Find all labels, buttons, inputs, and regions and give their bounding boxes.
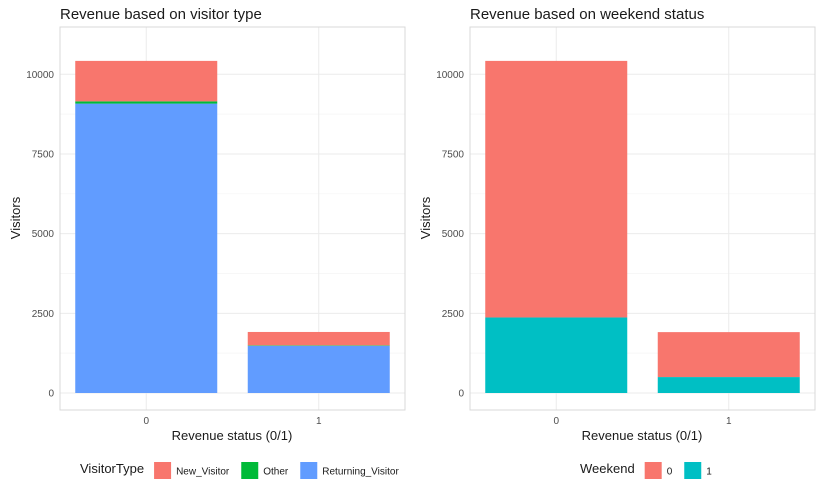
legend-label-returning-visitor: Returning_Visitor — [322, 467, 399, 478]
x-tick-label: 0 — [143, 416, 149, 427]
x-tick-label: 0 — [553, 416, 559, 427]
y-tick-label: 7500 — [442, 149, 465, 160]
legend-title: VisitorType — [80, 461, 144, 476]
chart-weekend-status: Revenue based on weekend status 0 2500 500… — [418, 6, 816, 479]
panel-border — [59, 26, 406, 411]
y-tick-label: 5000 — [442, 229, 465, 240]
x-tick-label: 1 — [726, 416, 732, 427]
x-axis-title: Revenue status (0/1) — [172, 428, 293, 443]
y-tick-label: 2500 — [442, 309, 465, 320]
y-tick-label: 0 — [458, 389, 464, 400]
x-axis-title: Revenue status (0/1) — [582, 428, 703, 443]
legend-label-0: 0 — [667, 467, 673, 478]
legend-swatch-returning-visitor — [300, 462, 318, 479]
legend-label-other: Other — [263, 467, 289, 478]
bar-1-cat-0 — [485, 317, 628, 393]
panel-border — [469, 26, 816, 411]
y-tick-labels: 0 2500 5000 7500 10000 — [26, 70, 54, 400]
y-tick-labels: 0 2500 5000 7500 10000 — [436, 70, 464, 400]
chart-title: Revenue based on weekend status — [470, 6, 704, 23]
legend-items: New_Visitor Other Returning_Visitor — [154, 462, 399, 479]
legend-swatch-other — [241, 462, 259, 479]
bars — [75, 60, 390, 393]
bar-1-cat-1 — [657, 377, 800, 393]
y-tick-label: 5000 — [32, 229, 55, 240]
chart-title: Revenue based on visitor type — [60, 6, 262, 23]
bar-0-cat-1 — [657, 332, 800, 378]
legend-label-new-visitor: New_Visitor — [176, 467, 230, 478]
bar-new-visitor-cat-0 — [75, 60, 218, 102]
legend-title: Weekend — [580, 461, 635, 476]
legend-swatch-0 — [644, 462, 662, 479]
y-tick-label: 0 — [48, 389, 54, 400]
bars — [485, 60, 800, 393]
legend-label-1: 1 — [706, 467, 712, 478]
bar-other-cat-0 — [75, 101, 218, 104]
y-tick-label: 2500 — [32, 309, 55, 320]
y-axis-title: Visitors — [8, 196, 23, 239]
y-axis-title: Visitors — [418, 196, 433, 239]
bar-new-visitor-cat-1 — [247, 331, 390, 346]
legend-visitor-type: VisitorType New_Visitor Other Returning_Vi… — [80, 461, 399, 479]
chart-visitor-type: Revenue based on visitor type 0 2500 5000 7… — [8, 6, 406, 479]
bar-0-cat-0 — [485, 60, 628, 318]
y-tick-label: 10000 — [26, 70, 54, 81]
bar-returning-visitor-cat-0 — [75, 103, 218, 393]
legend-swatch-1 — [684, 462, 702, 479]
x-tick-label: 1 — [316, 416, 322, 427]
legend-swatch-new-visitor — [154, 462, 172, 479]
bar-returning-visitor-cat-1 — [247, 345, 390, 393]
y-tick-label: 10000 — [436, 70, 464, 81]
y-tick-label: 7500 — [32, 149, 55, 160]
